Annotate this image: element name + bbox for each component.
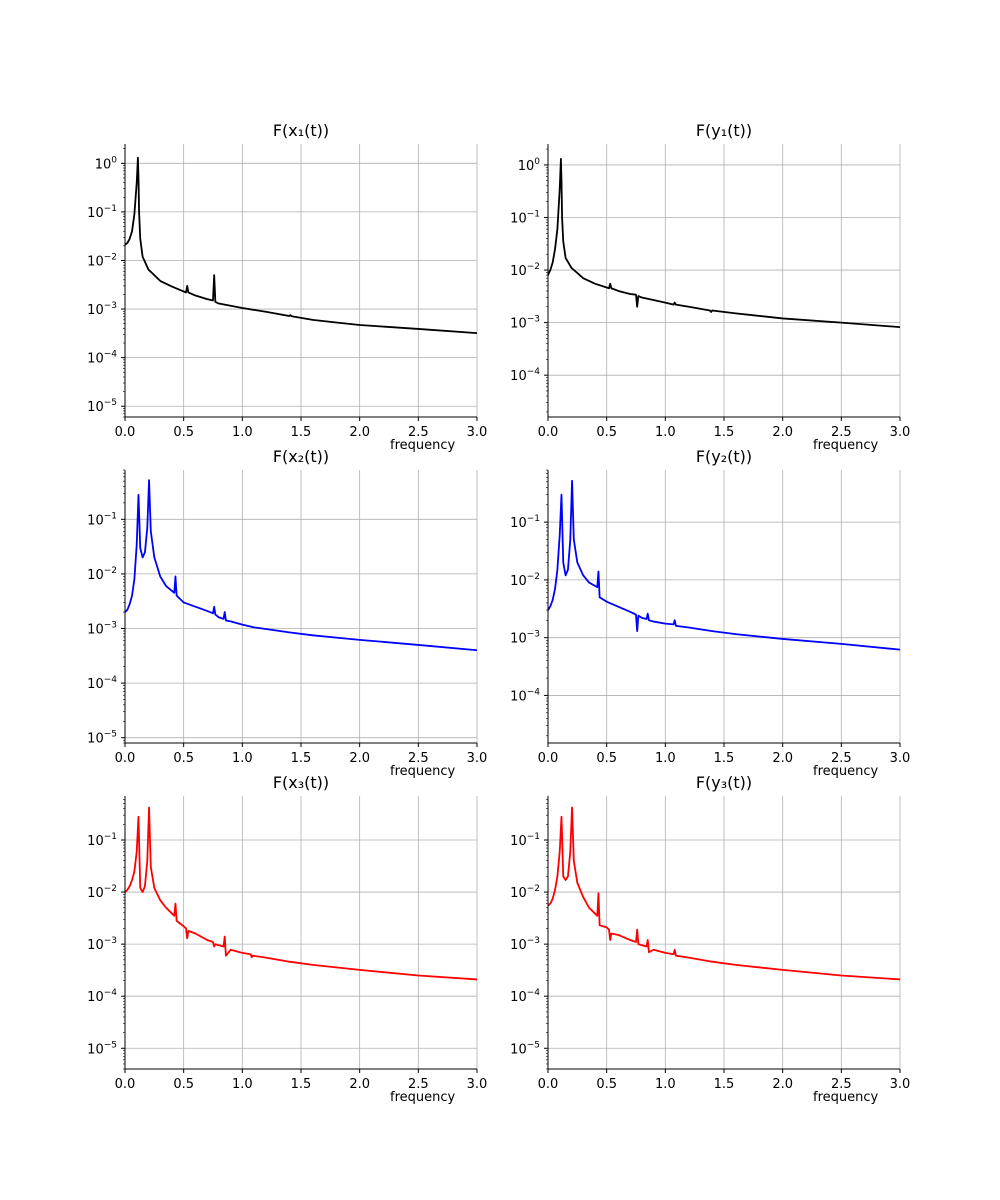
- x-tick-label: 0.5: [596, 1077, 617, 1092]
- y-tick-label: 10−1: [87, 204, 117, 221]
- y-tick-label: 10−3: [87, 301, 117, 318]
- x-tick-label: 2.0: [772, 425, 793, 440]
- x-tick-label: 0.5: [173, 1077, 194, 1092]
- y-tick-label: 10−5: [87, 1040, 117, 1057]
- y-tick-label: 10−2: [510, 262, 540, 279]
- y-tick-label: 10−5: [87, 730, 117, 747]
- series-line: [124, 479, 478, 652]
- x-tick-label: 1.5: [714, 1077, 735, 1092]
- x-tick-label: 1.0: [655, 1077, 676, 1092]
- x-tick-label: 1.0: [232, 425, 253, 440]
- y-tick-label: 10−3: [510, 936, 540, 953]
- y-tick-label: 10−2: [87, 566, 117, 583]
- subplot-title: F(y₂(t)): [696, 447, 752, 466]
- series-line: [547, 806, 901, 981]
- x-tick-label: 1.0: [655, 425, 676, 440]
- x-tick-label: 0.5: [596, 751, 617, 766]
- x-tick-label: 1.0: [655, 751, 676, 766]
- y-tick-label: 10−3: [87, 936, 117, 953]
- y-tick-label: 10−4: [87, 988, 117, 1005]
- x-tick-label: 0.0: [115, 425, 136, 440]
- y-tick-label: 10−2: [87, 884, 117, 901]
- x-tick-label: 2.5: [408, 425, 429, 440]
- y-tick-label: 10−4: [510, 367, 540, 384]
- x-tick-label: 1.5: [291, 751, 312, 766]
- x-tick-label: 3.0: [890, 425, 911, 440]
- subplot-1: F(x₁(t)) 0.0 0.5 1.0 1.5 2.0 2.5 3.0 100 10−1 10−2…: [87, 121, 487, 453]
- x-axis-label: frequency: [390, 438, 456, 453]
- y-tick-label: 10−4: [510, 988, 540, 1005]
- subplot-title: F(y₃(t)): [696, 773, 752, 792]
- x-tick-label: 3.0: [890, 751, 911, 766]
- subplot-2: F(y₁(t)) 0.0 0.5 1.0 1.5 2.0 2.5 3.0 100 10−1 10−2…: [510, 121, 910, 453]
- x-tick-label: 0.5: [173, 751, 194, 766]
- x-tick-label: 0.0: [538, 751, 559, 766]
- x-tick-label: 0.0: [115, 751, 136, 766]
- x-tick-label: 3.0: [890, 1077, 911, 1092]
- x-tick-label: 0.5: [173, 425, 194, 440]
- y-tick-label: 100: [95, 155, 118, 172]
- series-line: [547, 158, 901, 329]
- x-tick-label: 2.0: [349, 751, 370, 766]
- series-line: [547, 479, 901, 651]
- x-axis-label: frequency: [813, 438, 879, 453]
- x-tick-label: 2.5: [831, 751, 852, 766]
- x-tick-label: 3.0: [467, 1077, 488, 1092]
- subplot-3: F(x₂(t)) 0.0 0.5 1.0 1.5 2.0 2.5 3.0 10−1 10−2 10−…: [87, 447, 487, 779]
- subplot-6: F(y₃(t)) 0.0 0.5 1.0 1.5 2.0 2.5 3.0 10−1 10−2 10−…: [510, 773, 910, 1105]
- x-tick-label: 2.0: [349, 425, 370, 440]
- y-tick-label: 10−3: [87, 621, 117, 638]
- series-line: [124, 156, 478, 335]
- x-tick-label: 1.0: [232, 1077, 253, 1092]
- x-tick-label: 0.5: [596, 425, 617, 440]
- series-line: [124, 806, 478, 981]
- y-tick-label: 10−2: [510, 572, 540, 589]
- x-tick-label: 0.0: [115, 1077, 136, 1092]
- y-tick-label: 10−2: [87, 252, 117, 269]
- x-tick-label: 1.5: [714, 425, 735, 440]
- subplot-title: F(y₁(t)): [696, 121, 752, 140]
- x-tick-label: 2.0: [349, 1077, 370, 1092]
- y-tick-label: 10−2: [510, 884, 540, 901]
- x-axis-label: frequency: [813, 764, 879, 779]
- x-tick-label: 2.0: [772, 751, 793, 766]
- x-tick-label: 2.5: [831, 1077, 852, 1092]
- x-axis-label: frequency: [390, 1090, 456, 1105]
- y-tick-label: 10−1: [510, 209, 540, 226]
- x-tick-label: 2.5: [408, 1077, 429, 1092]
- x-tick-label: 1.5: [291, 425, 312, 440]
- y-tick-label: 10−5: [87, 398, 117, 415]
- subplot-title: F(x₃(t)): [273, 773, 329, 792]
- y-tick-label: 10−4: [87, 350, 117, 367]
- x-tick-label: 0.0: [538, 425, 559, 440]
- subplot-title: F(x₂(t)): [273, 447, 329, 466]
- subplot-4: F(y₂(t)) 0.0 0.5 1.0 1.5 2.0 2.5 3.0 10−1 10−2 10−…: [510, 447, 910, 779]
- x-tick-label: 2.5: [831, 425, 852, 440]
- y-tick-label: 10−1: [510, 514, 540, 531]
- y-tick-label: 10−5: [510, 1040, 540, 1057]
- y-tick-label: 10−1: [87, 511, 117, 528]
- x-tick-label: 3.0: [467, 425, 488, 440]
- x-tick-label: 2.0: [772, 1077, 793, 1092]
- x-tick-label: 1.5: [291, 1077, 312, 1092]
- y-tick-label: 10−4: [87, 675, 117, 692]
- y-tick-label: 100: [518, 157, 541, 174]
- y-tick-label: 10−1: [510, 832, 540, 849]
- x-axis-label: frequency: [813, 1090, 879, 1105]
- y-tick-label: 10−3: [510, 630, 540, 647]
- y-tick-label: 10−3: [510, 315, 540, 332]
- x-axis-label: frequency: [390, 764, 456, 779]
- x-tick-label: 2.5: [408, 751, 429, 766]
- subplot-title: F(x₁(t)): [273, 121, 329, 140]
- y-tick-label: 10−1: [87, 832, 117, 849]
- x-tick-label: 3.0: [467, 751, 488, 766]
- x-tick-label: 0.0: [538, 1077, 559, 1092]
- subplot-5: F(x₃(t)) 0.0 0.5 1.0 1.5 2.0 2.5 3.0 10−1 10−2 10−…: [87, 773, 487, 1105]
- x-tick-label: 1.0: [232, 751, 253, 766]
- x-tick-label: 1.5: [714, 751, 735, 766]
- y-tick-label: 10−4: [510, 687, 540, 704]
